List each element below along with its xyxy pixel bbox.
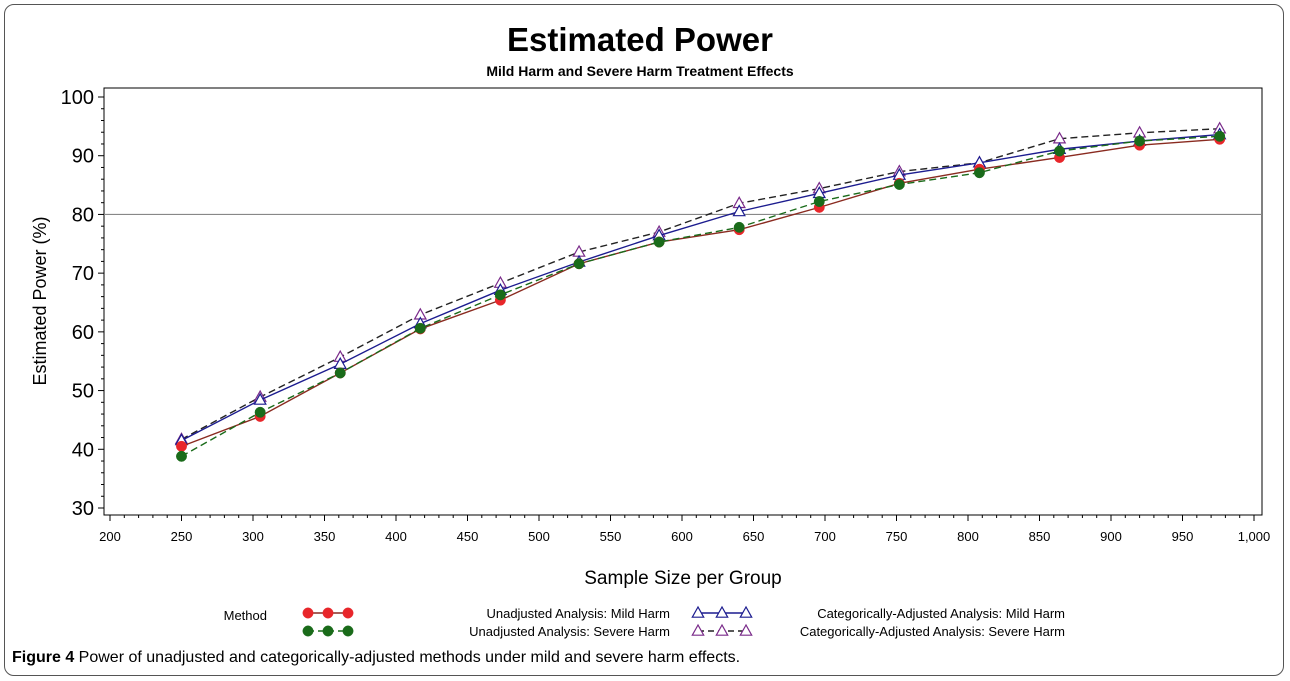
legend-marker (322, 625, 334, 637)
y-tick-label: 90 (72, 146, 94, 168)
legend-marker (715, 605, 729, 618)
legend-label: Unadjusted Analysis: Severe Harm (469, 624, 670, 639)
legend-marker (739, 605, 753, 618)
x-tick-label: 300 (242, 529, 264, 544)
series-line (181, 128, 1220, 440)
series-unadjusted-analysis-mild-harm (176, 133, 1226, 452)
x-tick-label: 700 (814, 529, 836, 544)
x-tick-label: 350 (314, 529, 336, 544)
data-point (1214, 130, 1226, 142)
series-layer (174, 121, 1227, 462)
y-axis: 30 40 50 60 70 80 90 100 (61, 87, 104, 520)
y-tick-label: 30 (72, 498, 94, 520)
legend-marker (302, 607, 314, 619)
figure-caption: Figure 4 Power of unadjusted and categor… (12, 649, 740, 667)
legend-marker (715, 623, 729, 636)
legend-label: Categorically-Adjusted Analysis: Mild Ha… (817, 606, 1065, 621)
data-point (176, 440, 187, 452)
legend-marker (342, 607, 354, 619)
x-tick-label: 850 (1029, 529, 1051, 544)
x-tick-label: 500 (528, 529, 550, 544)
data-point (813, 196, 825, 207)
x-tick-label: 250 (171, 529, 193, 544)
legend-marker (691, 605, 705, 618)
data-point (176, 450, 187, 462)
x-axis: 200 250 300 350 400 450 500 550 600 650 700 750 800 8… (99, 515, 1270, 544)
caption-text: Power of unadjusted and categorically-ad… (74, 649, 741, 666)
series-line (181, 133, 1220, 442)
caption-label: Figure 4 (12, 649, 75, 666)
y-tick-label: 50 (72, 381, 94, 403)
legend-marker (302, 625, 314, 637)
data-point (733, 221, 745, 233)
legend-marker (691, 623, 705, 636)
series-line (181, 135, 1220, 457)
x-tick-label: 450 (457, 529, 479, 544)
x-tick-label: 650 (743, 529, 765, 544)
data-point (254, 406, 266, 418)
chart-subtitle: Mild Harm and Severe Harm Treatment Effe… (486, 63, 794, 79)
legend-marker (322, 607, 334, 619)
data-point (893, 179, 905, 190)
x-tick-label: 800 (957, 529, 979, 544)
series-line (181, 138, 1220, 448)
legend-marker (739, 623, 753, 636)
data-point (494, 289, 506, 301)
legend-label: Unadjusted Analysis: Mild Harm (486, 606, 670, 621)
figure-frame (4, 4, 1284, 676)
x-tick-label: 400 (385, 529, 407, 544)
x-tick-label: 950 (1172, 529, 1194, 544)
data-point (414, 322, 426, 334)
data-point (653, 236, 665, 248)
data-point (573, 258, 585, 270)
x-tick-label: 200 (99, 529, 121, 544)
data-point (253, 392, 267, 405)
x-tick-label: 1,000 (1238, 529, 1271, 544)
legend-title: Method (224, 608, 267, 623)
x-tick-label: 550 (600, 529, 622, 544)
data-point (732, 204, 746, 217)
x-axis-label: Sample Size per Group (584, 568, 782, 589)
x-tick-label: 900 (1100, 529, 1122, 544)
y-axis-label: Estimated Power (%) (30, 216, 50, 385)
chart-title: Estimated Power (507, 21, 773, 58)
legend-label: Categorically-Adjusted Analysis: Severe … (800, 624, 1065, 639)
y-tick-label: 80 (72, 204, 94, 226)
data-point (1054, 145, 1065, 157)
series-categorically-adjusted-analysis-severe-harm (174, 121, 1227, 445)
data-point (973, 167, 985, 179)
y-tick-label: 60 (72, 322, 94, 344)
plot-area (103, 87, 1263, 516)
legend-marker (342, 625, 354, 637)
series-unadjusted-analysis-severe-harm (176, 130, 1226, 462)
y-tick-label: 70 (72, 263, 94, 285)
x-tick-label: 750 (886, 529, 908, 544)
series-categorically-adjusted-analysis-mild-harm (174, 127, 1227, 446)
data-point (334, 367, 346, 379)
x-tick-label: 600 (671, 529, 693, 544)
data-point (1134, 135, 1146, 147)
y-tick-label: 100 (61, 87, 94, 109)
legend: Method Unadjusted Analysis: Mild Harm Una… (224, 605, 1065, 639)
y-tick-label: 40 (72, 439, 94, 461)
